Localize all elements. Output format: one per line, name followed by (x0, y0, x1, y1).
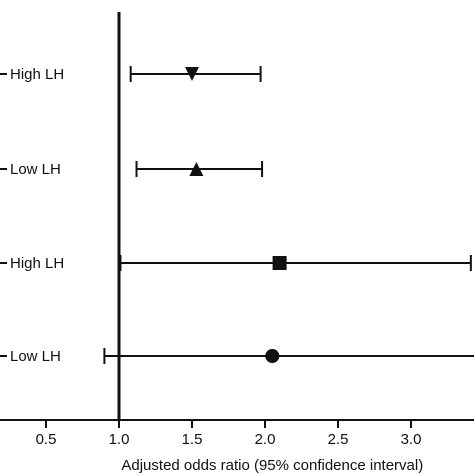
row-label: High LH (10, 255, 64, 272)
point-estimate-circle (265, 349, 280, 363)
point-estimate-square (272, 256, 287, 270)
x-tick-label: 1.5 (182, 431, 203, 448)
x-tick-label: 2.5 (328, 431, 349, 448)
row-label: High LH (10, 66, 64, 83)
row-label: Low LH (10, 161, 61, 178)
point-estimate-triangle-down (185, 67, 199, 81)
row-ticks (0, 73, 7, 357)
x-tick-label: 0.5 (36, 431, 57, 448)
confidence-intervals (103, 66, 474, 364)
point-estimates (185, 67, 287, 363)
row-label: Low LH (10, 348, 61, 365)
x-tick-labels: 0.5 1.0 1.5 2.0 2.5 3.0 (36, 431, 422, 448)
x-ticks (45, 420, 412, 428)
x-tick-label: 3.0 (401, 431, 422, 448)
point-estimate-triangle-up (189, 162, 204, 176)
x-axis-title: Adjusted odds ratio (95% confidence inte… (121, 457, 423, 474)
row-labels: High LH Low LH High LH Low LH (10, 66, 64, 365)
x-tick-label: 2.0 (255, 431, 276, 448)
x-tick-label: 1.0 (109, 431, 130, 448)
